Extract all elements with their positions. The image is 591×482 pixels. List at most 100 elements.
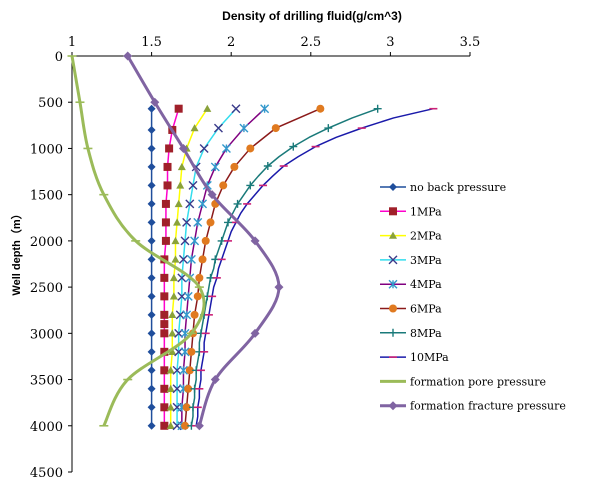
data-point-diamond	[123, 51, 133, 61]
data-point-square	[160, 403, 169, 412]
data-point-square	[161, 218, 170, 227]
series-line	[195, 107, 434, 426]
data-point-diamond	[147, 347, 156, 356]
legend-label: 4MPa	[410, 278, 442, 291]
series-line	[70, 55, 206, 427]
x-tick-label: 3.5	[460, 35, 481, 50]
x-axis: 1 1.5 2 2.5 3 3.5	[68, 35, 481, 57]
data-point-circle	[206, 218, 215, 227]
x-tick-label: 2.5	[300, 35, 321, 50]
series-0	[147, 104, 156, 430]
legend-item: formation pore pressure	[380, 375, 546, 388]
data-point-triangle	[166, 384, 175, 392]
data-point-square	[160, 273, 169, 282]
data-point-diamond	[147, 199, 156, 208]
data-point-diamond	[210, 375, 220, 385]
legend-item: 1MPa	[380, 205, 442, 218]
y-tick-label: 500	[38, 96, 63, 111]
data-point-plus	[289, 142, 298, 151]
data-point-triangle	[169, 292, 178, 300]
data-point-diamond	[250, 236, 260, 246]
data-point-star	[239, 123, 249, 133]
y-axis-label: Well depth（m）	[10, 208, 23, 295]
data-point-plus	[233, 199, 242, 208]
y-axis: 0 500 1000 1500 2000 2500 3000 3500 4000 4500	[30, 50, 73, 481]
data-point-diamond	[194, 421, 204, 431]
data-point-x	[182, 217, 192, 227]
data-point-x	[185, 199, 195, 209]
data-point-plus	[389, 328, 397, 337]
data-point-square	[160, 292, 169, 301]
legend-label: 8MPa	[410, 327, 442, 340]
data-point-x	[188, 180, 198, 190]
data-point-plus	[324, 124, 333, 133]
data-point-circle	[181, 421, 190, 430]
series-group	[67, 51, 438, 431]
legend-label: formation pore pressure	[410, 375, 546, 388]
data-point-star	[221, 143, 231, 153]
data-point-triangle	[177, 162, 186, 171]
data-point-triangle	[389, 231, 397, 239]
data-point-triangle	[173, 218, 182, 226]
data-point-diamond	[147, 273, 156, 282]
data-point-circle	[187, 347, 196, 356]
data-point-x	[172, 384, 182, 394]
x-tick-label: 2	[227, 35, 235, 50]
data-point-x	[199, 143, 209, 153]
legend-item: 6MPa	[380, 303, 442, 316]
data-point-triangle	[168, 329, 177, 337]
legend-item: no back pressure	[380, 181, 506, 194]
legend-label: 3MPa	[410, 254, 442, 267]
data-point-circle	[316, 104, 325, 113]
data-point-circle	[389, 304, 397, 313]
data-point-diamond	[147, 162, 156, 171]
data-point-diamond	[147, 384, 156, 393]
legend-item: formation fracture pressure	[380, 400, 566, 413]
data-point-circle	[198, 255, 207, 264]
data-point-square	[161, 199, 170, 208]
legend-label: no back pressure	[410, 181, 506, 194]
y-tick-label: 0	[55, 50, 63, 65]
data-point-diamond	[274, 282, 284, 292]
data-point-x	[172, 365, 182, 375]
series-7	[192, 107, 438, 427]
data-point-plus	[263, 162, 272, 171]
data-point-circle	[201, 236, 210, 245]
data-point-diamond	[147, 421, 156, 430]
data-point-x	[175, 310, 185, 320]
series-8	[67, 55, 206, 427]
data-point-star	[186, 254, 196, 264]
data-point-square	[174, 104, 183, 113]
data-point-circle	[182, 403, 191, 412]
data-point-triangle	[166, 421, 175, 429]
data-point-square	[163, 162, 172, 171]
data-point-square	[160, 366, 169, 375]
data-point-triangle	[166, 366, 175, 374]
data-point-diamond	[250, 328, 260, 338]
y-tick-label: 4500	[30, 466, 63, 481]
data-point-circle	[219, 181, 228, 190]
data-point-star	[178, 365, 188, 375]
data-point-x	[174, 347, 184, 357]
y-tick-label: 4000	[30, 420, 63, 435]
data-point-circle	[193, 292, 202, 301]
legend-label: 10MPa	[410, 351, 449, 364]
series-9	[123, 51, 284, 431]
data-point-x	[177, 273, 187, 283]
data-point-triangle	[203, 104, 212, 112]
data-point-circle	[230, 162, 239, 171]
data-point-plus	[373, 104, 382, 113]
series-line	[176, 108, 237, 426]
series-5	[181, 104, 325, 430]
data-point-circle	[185, 366, 194, 375]
data-point-circle	[190, 310, 199, 319]
y-tick-label: 3500	[30, 374, 63, 389]
data-point-circle	[195, 273, 204, 282]
data-point-star	[193, 217, 203, 227]
data-point-square	[160, 347, 169, 356]
data-point-diamond	[147, 255, 156, 264]
data-point-triangle	[168, 347, 177, 356]
legend-item: 10MPa	[380, 351, 449, 364]
data-point-plus	[224, 218, 233, 227]
